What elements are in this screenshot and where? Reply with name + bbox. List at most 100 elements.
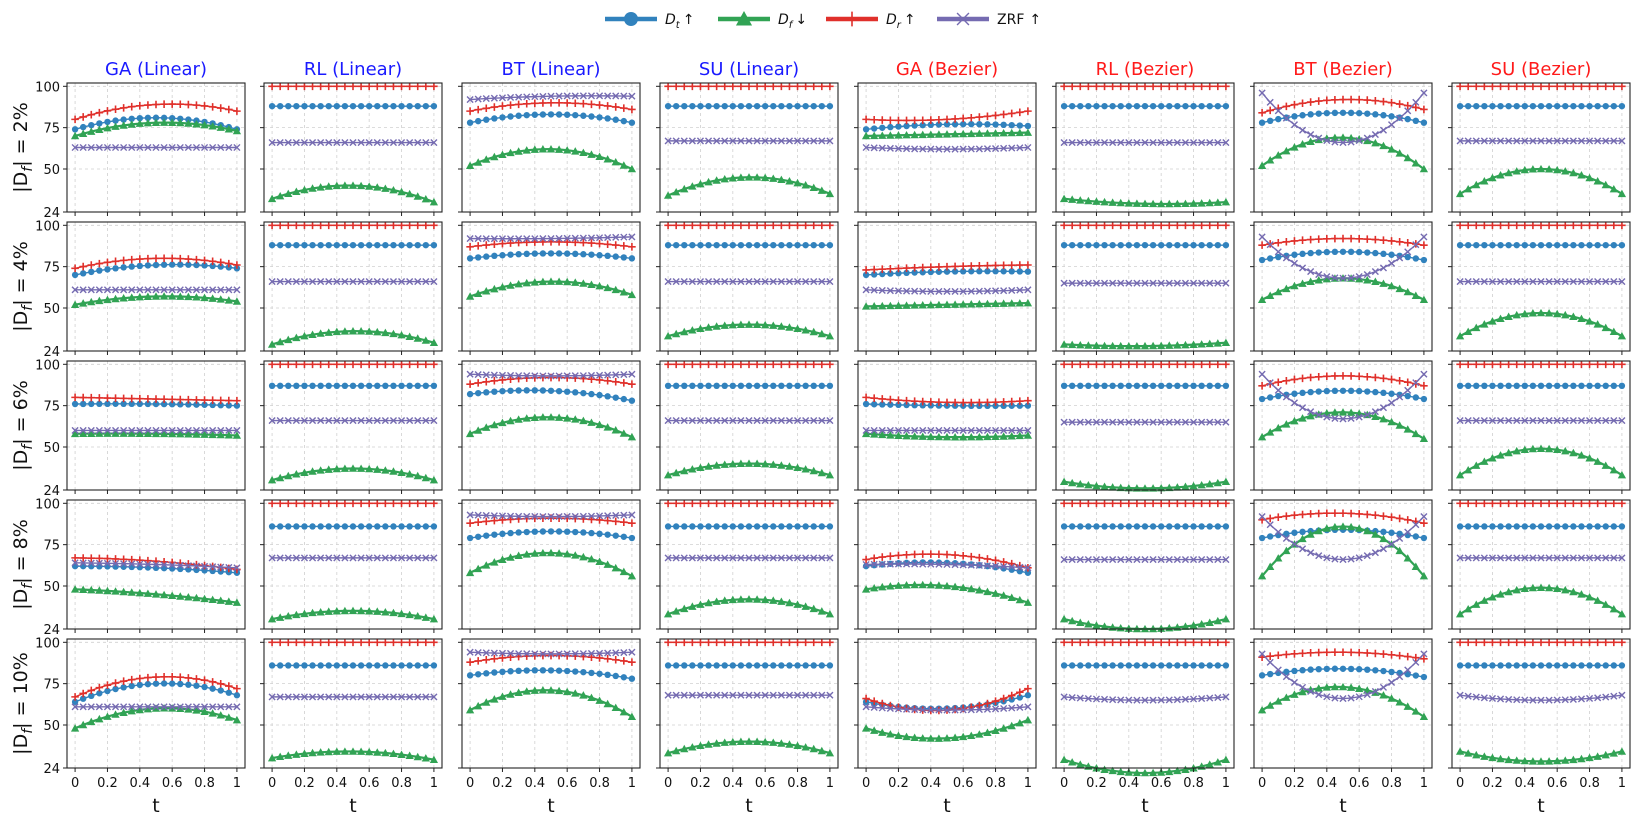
point-zrf	[341, 138, 349, 147]
point-dt	[96, 400, 103, 408]
point-dt	[1529, 102, 1537, 110]
point-dr	[611, 241, 620, 249]
point-dr	[918, 550, 927, 558]
point-dr	[1512, 638, 1521, 647]
point-zrf	[1323, 554, 1331, 562]
point-zrf	[506, 93, 515, 102]
point-df	[1140, 199, 1150, 208]
series-dt-r5-c3	[466, 667, 636, 682]
point-dt	[1364, 388, 1371, 395]
point-df	[119, 708, 128, 716]
point-dt	[325, 241, 332, 249]
point-dt	[1570, 241, 1577, 249]
row-label-1: |Df| = 2%	[10, 102, 36, 193]
panel-r5-c4: 0 0.2 0.4 0.6 0.8 1	[656, 638, 839, 791]
point-dr	[959, 398, 967, 407]
point-dt	[761, 102, 769, 110]
point-df	[777, 597, 786, 605]
point-dr	[365, 499, 373, 508]
point-zrf	[539, 92, 547, 100]
point-dt	[1323, 665, 1331, 673]
point-df	[902, 301, 911, 309]
legend-marker-zrf	[956, 12, 970, 26]
point-dt	[810, 102, 817, 110]
point-dr	[1561, 221, 1570, 230]
point-dt	[1214, 382, 1222, 390]
point-df	[688, 465, 697, 473]
point-df	[1257, 705, 1267, 714]
series-dr-r1-c6	[1060, 82, 1230, 91]
series-zrf-r3-c7	[1258, 370, 1428, 423]
point-zrf	[1602, 416, 1610, 425]
point-zrf	[753, 691, 761, 699]
point-zrf	[737, 554, 745, 562]
x-tick-label: 0.8	[391, 776, 412, 791]
point-df	[546, 413, 556, 421]
point-dt	[177, 115, 184, 122]
point-df	[119, 429, 128, 437]
point-dt	[620, 254, 628, 261]
point-dr	[1545, 82, 1553, 91]
series-df-r2-c3	[465, 277, 637, 300]
point-dt	[333, 102, 341, 110]
point-dt	[1497, 523, 1504, 530]
point-dr	[1553, 360, 1561, 369]
point-zrf	[1060, 555, 1068, 564]
point-zrf	[176, 561, 184, 569]
series-dr-r5-c1	[71, 673, 241, 701]
point-dt	[422, 241, 430, 249]
point-zrf	[292, 416, 300, 425]
point-zrf	[276, 277, 284, 286]
point-df	[135, 588, 144, 597]
point-dt	[152, 114, 160, 121]
point-dt	[382, 102, 389, 110]
point-dt	[870, 271, 878, 278]
x-tick-label: 0.6	[755, 776, 776, 791]
point-dt	[761, 523, 769, 530]
point-dr	[753, 499, 761, 508]
point-dr	[1387, 375, 1396, 384]
series-df-r5-c7	[1257, 682, 1429, 721]
point-dt	[1149, 523, 1157, 530]
point-dr	[603, 377, 612, 385]
y-tick-label: 50	[43, 719, 60, 734]
point-dt	[168, 680, 176, 687]
point-dr	[1133, 82, 1141, 91]
point-dr	[333, 82, 341, 91]
point-dr	[1314, 509, 1323, 518]
point-dr	[1480, 360, 1489, 369]
point-zrf	[103, 286, 112, 294]
point-dr	[1157, 221, 1165, 230]
x-tick-label: 1	[826, 776, 834, 791]
point-df	[752, 173, 762, 181]
point-df	[1379, 279, 1388, 287]
point-zrf	[1100, 555, 1109, 564]
point-dr	[111, 105, 120, 114]
point-zrf	[1355, 273, 1363, 281]
panel-frame	[263, 221, 443, 352]
point-dt	[1141, 382, 1149, 390]
y-tick-label: 75	[43, 400, 60, 415]
point-dt	[1331, 387, 1339, 395]
point-zrf	[1008, 286, 1016, 294]
point-dr	[793, 499, 802, 508]
point-dr	[1496, 221, 1505, 230]
point-zrf	[818, 277, 826, 286]
point-zrf	[785, 691, 794, 699]
panel-r3-c4	[656, 360, 839, 494]
point-dt	[185, 261, 192, 268]
point-df	[192, 119, 201, 128]
point-zrf	[1339, 694, 1347, 703]
point-zrf	[620, 92, 628, 100]
point-dr	[1157, 82, 1165, 91]
point-df	[793, 463, 802, 472]
series-dt-r1-c3	[466, 111, 636, 126]
point-zrf	[579, 92, 587, 100]
point-dt	[1505, 382, 1512, 390]
series-dt-r3-c3	[466, 387, 636, 404]
point-dt	[168, 400, 176, 408]
point-df	[1411, 562, 1420, 570]
point-dr	[547, 99, 555, 107]
panel-r5-c8: 0 0.2 0.4 0.6 0.8 1	[1448, 638, 1631, 791]
point-dr	[1266, 380, 1274, 388]
